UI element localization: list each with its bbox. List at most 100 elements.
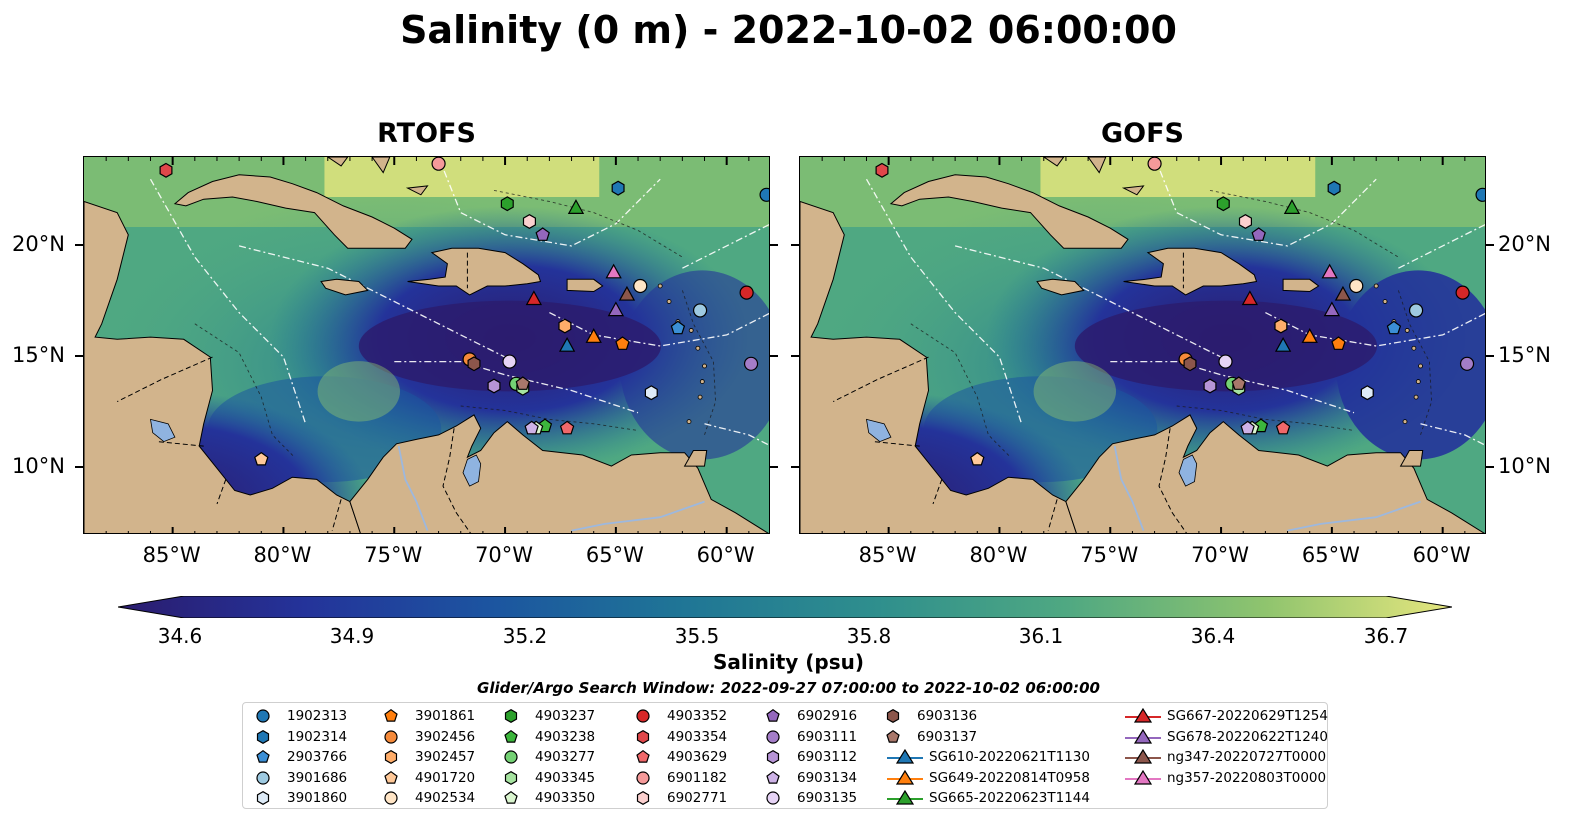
lat-tick-mark: [75, 355, 83, 358]
marker-SG649-20220814T0958: [1301, 328, 1318, 343]
legend-label: 4903350: [535, 790, 596, 806]
lon-tick-label: 85°W: [858, 543, 917, 567]
colorbar-label: Salinity (psu): [712, 650, 864, 674]
marker-6901182: [1147, 157, 1162, 171]
marker-SG665-20220623T1144: [567, 199, 585, 214]
marker-4903352: [1455, 285, 1470, 300]
legend-label: 6902771: [667, 790, 728, 806]
legend-marker-icon: [636, 709, 650, 723]
marker-6903112: [487, 378, 501, 394]
legend-marker-icon: [1125, 728, 1161, 744]
legend-label: 4903238: [535, 728, 596, 745]
legend-marker-icon: [766, 791, 780, 805]
legend-marker-icon: [887, 769, 923, 785]
marker-4901720: [970, 451, 985, 466]
marker-6902771: [522, 214, 536, 229]
legend-marker-icon: [636, 791, 650, 805]
legend-label: 6903112: [797, 749, 858, 765]
panel-title-rtofs: RTOFS: [377, 118, 476, 149]
legend-label: 3902457: [415, 749, 476, 765]
legend-label: 6903135: [797, 790, 858, 806]
legend-label: 6902916: [797, 708, 858, 724]
legend-marker-icon: [766, 770, 780, 784]
marker-3902457: [1274, 318, 1288, 334]
marker-SG667-20220629T1254: [525, 290, 543, 306]
lon-tick-label: 80°W: [969, 543, 1028, 567]
lon-tick-label: 70°W: [475, 543, 534, 567]
figure-title: Salinity (0 m) - 2022-10-02 06:00:00: [400, 8, 1177, 52]
legend-label: 6903111: [797, 728, 858, 745]
lat-tick-label: 20°N: [12, 231, 65, 256]
legend-marker-icon: [504, 750, 518, 764]
legend-marker-icon: [384, 791, 398, 805]
legend-label: 6901182: [667, 769, 728, 786]
lon-tick-label: 65°W: [585, 543, 644, 567]
legend-marker-icon: [1125, 707, 1161, 723]
legend-marker-icon: [256, 791, 270, 805]
legend-marker-icon: [384, 708, 398, 722]
marker-3902457: [558, 318, 572, 334]
legend: 1902313 1902314 2903766 3901686 3901860 39018…: [242, 702, 1328, 809]
legend-marker-icon: [504, 709, 518, 723]
marker-2903766: [1386, 320, 1402, 335]
legend-label: 4903352: [667, 708, 728, 724]
legend-label: SG667-20220629T1254: [1167, 708, 1328, 724]
marker-6903137: [515, 376, 531, 390]
marker-2903766: [670, 320, 686, 335]
legend-label: SG610-20220621T1130: [929, 749, 1090, 765]
legend-label: 1902313: [287, 708, 348, 724]
legend-label: 3902456: [415, 728, 476, 745]
marker-3901686: [692, 303, 708, 318]
lat-tick-mark: [1486, 243, 1494, 246]
colorbar-tick: 34.6: [157, 624, 203, 648]
lon-tick-label: 70°W: [1191, 543, 1250, 567]
marker-SG665-20220623T1144: [1283, 199, 1301, 214]
lon-tick-label: 65°W: [1301, 543, 1360, 567]
legend-label: 4903629: [667, 749, 728, 765]
legend-label: ng347-20220727T0000: [1167, 749, 1327, 765]
marker-6903137: [1231, 376, 1247, 390]
colorbar-tick: 35.8: [846, 624, 892, 648]
legend-label: 4903277: [535, 749, 596, 765]
colorbar-tick: 34.9: [329, 624, 375, 648]
marker-6903136: [467, 356, 481, 372]
marker-SG610-20220621T1130: [558, 336, 576, 352]
marker-ng347-20220727T0000: [1334, 285, 1352, 301]
marker-4902534: [633, 278, 648, 294]
marker-SG678-20220622T1240: [1323, 301, 1341, 317]
legend-label: 3901860: [287, 790, 348, 806]
marker-4903354: [159, 162, 173, 178]
marker-6903136: [1183, 356, 1197, 372]
marker-1902314: [611, 180, 625, 196]
lat-tick-mark: [770, 355, 778, 358]
marker-SG610-20220621T1130: [1274, 336, 1292, 352]
lat-tick-mark: [75, 466, 83, 469]
marker-6901182: [431, 157, 446, 171]
map-panel-rtofs: [83, 156, 770, 534]
legend-label: 6903136: [917, 708, 978, 724]
marker-ng357-20220803T0000: [605, 263, 622, 279]
legend-label: 2903766: [287, 749, 348, 765]
legend-marker-icon: [886, 709, 900, 723]
legend-marker-icon: [384, 729, 398, 744]
marker-3901686: [1408, 303, 1424, 318]
marker-6903111: [1459, 356, 1475, 371]
marker-SG678-20220622T1240: [607, 301, 625, 317]
marker-1902314: [1327, 180, 1341, 196]
legend-marker-icon: [504, 790, 518, 804]
legend-marker-icon: [1125, 769, 1161, 785]
marker-6902916: [1251, 227, 1266, 241]
legend-marker-icon: [504, 770, 518, 785]
lon-tick-label: 75°W: [1080, 543, 1139, 567]
marker-4903237: [1216, 196, 1230, 212]
marker-6903112: [1203, 378, 1217, 394]
lat-tick-mark: [791, 466, 799, 469]
marker-3901860: [1360, 385, 1374, 401]
legend-marker-icon: [256, 729, 270, 744]
lat-tick-label: 10°N: [1498, 454, 1551, 479]
marker-ng347-20220727T0000: [618, 285, 636, 301]
legend-label: 3901861: [415, 708, 476, 724]
lat-tick-mark: [770, 466, 778, 469]
colorbar-tick: 35.2: [502, 624, 548, 648]
legend-marker-icon: [636, 770, 650, 785]
